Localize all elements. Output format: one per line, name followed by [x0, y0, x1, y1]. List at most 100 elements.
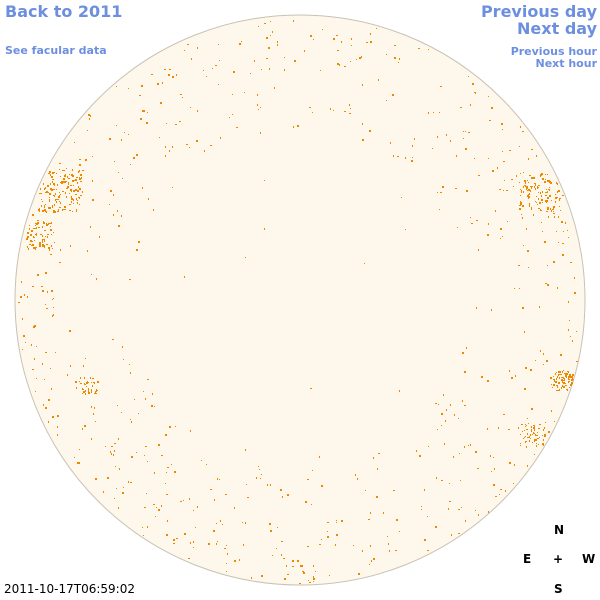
facular-speck	[453, 456, 454, 458]
facular-speck	[153, 209, 154, 211]
facular-speck	[560, 374, 562, 375]
facular-speck	[117, 210, 118, 212]
facular-speck	[26, 238, 28, 240]
facular-speck	[65, 209, 66, 210]
facular-speck	[245, 257, 246, 258]
facular-speck	[464, 446, 465, 448]
facular-speck	[49, 199, 50, 201]
facular-speck	[321, 539, 322, 540]
facular-speck	[79, 170, 80, 172]
facular-speck	[36, 346, 37, 347]
back-to-year-link[interactable]: Back to 2011	[5, 2, 123, 21]
facular-speck	[465, 131, 466, 132]
facular-speck	[349, 113, 351, 114]
facular-speck	[527, 250, 529, 252]
facular-speck	[511, 179, 513, 180]
facular-speck	[261, 69, 262, 70]
facular-speck	[525, 426, 526, 427]
facular-speck	[399, 58, 400, 60]
facular-speck	[31, 245, 32, 246]
facular-speck	[184, 276, 185, 278]
facular-speck	[329, 575, 330, 576]
next-day-link[interactable]: Next day	[517, 19, 597, 38]
facular-data-link[interactable]: See facular data	[5, 44, 107, 57]
facular-speck	[78, 462, 80, 464]
facular-speck	[212, 68, 213, 69]
facular-speck	[111, 453, 112, 455]
facular-speck	[85, 358, 86, 359]
facular-speck	[32, 369, 34, 370]
facular-speck	[161, 455, 163, 456]
facular-speck	[61, 181, 63, 182]
facular-speck	[464, 405, 466, 406]
facular-speck	[558, 374, 559, 376]
facular-speck	[186, 144, 188, 145]
facular-speck	[536, 443, 537, 444]
facular-speck	[547, 265, 548, 266]
previous-day-link[interactable]: Previous day	[480, 2, 597, 21]
facular-speck	[566, 389, 567, 390]
facular-speck	[461, 507, 462, 508]
facular-speck	[51, 290, 53, 292]
facular-speck	[22, 318, 23, 320]
facular-speck	[547, 197, 549, 199]
facular-speck	[119, 468, 120, 470]
facular-speck	[458, 509, 460, 510]
facular-speck	[494, 468, 495, 470]
facular-speck	[113, 194, 114, 196]
facular-speck	[201, 460, 202, 461]
facular-speck	[44, 188, 45, 190]
facular-speck	[562, 195, 564, 196]
facular-speck	[544, 241, 546, 243]
previous-hour-link[interactable]: Previous hour	[510, 45, 597, 58]
facular-speck	[552, 209, 554, 210]
facular-speck	[531, 209, 532, 210]
facular-speck	[299, 583, 301, 584]
facular-speck	[569, 381, 570, 382]
facular-speck	[232, 94, 233, 95]
facular-speck	[43, 210, 45, 211]
facular-speck	[386, 54, 387, 55]
facular-speck	[53, 189, 55, 190]
facular-speck	[281, 554, 282, 556]
facular-speck	[63, 178, 65, 180]
facular-speck	[538, 185, 540, 186]
facular-speck	[147, 526, 148, 528]
facular-speck	[39, 246, 40, 247]
facular-speck	[44, 247, 45, 248]
facular-speck	[557, 376, 558, 378]
facular-speck	[45, 211, 46, 212]
facular-speck	[69, 174, 70, 175]
facular-speck	[533, 432, 534, 433]
facular-speck	[52, 416, 54, 418]
facular-speck	[528, 196, 530, 198]
facular-speck	[561, 387, 562, 389]
facular-speck	[122, 178, 123, 179]
facular-speck	[215, 65, 217, 66]
facular-speck	[390, 142, 391, 144]
facular-speck	[151, 405, 153, 407]
facular-speck	[553, 384, 555, 386]
facular-speck	[80, 181, 82, 182]
facular-speck	[481, 376, 483, 378]
facular-speck	[40, 234, 42, 235]
facular-speck	[519, 208, 521, 210]
facular-speck	[478, 249, 479, 251]
facular-speck	[531, 431, 532, 432]
next-hour-link[interactable]: Next hour	[535, 57, 598, 70]
facular-speck	[488, 511, 489, 513]
facular-speck	[246, 484, 247, 485]
facular-speck	[543, 364, 544, 365]
facular-speck	[393, 155, 394, 157]
facular-speck	[36, 233, 37, 235]
facular-speck	[83, 389, 84, 390]
facular-speck	[67, 186, 69, 188]
facular-speck	[541, 195, 542, 197]
facular-speck	[217, 478, 218, 480]
facular-speck	[130, 372, 131, 374]
facular-speck	[536, 196, 537, 197]
facular-speck	[472, 83, 474, 85]
facular-speck	[42, 235, 43, 237]
facular-speck	[464, 371, 466, 373]
facular-speck	[131, 456, 133, 458]
